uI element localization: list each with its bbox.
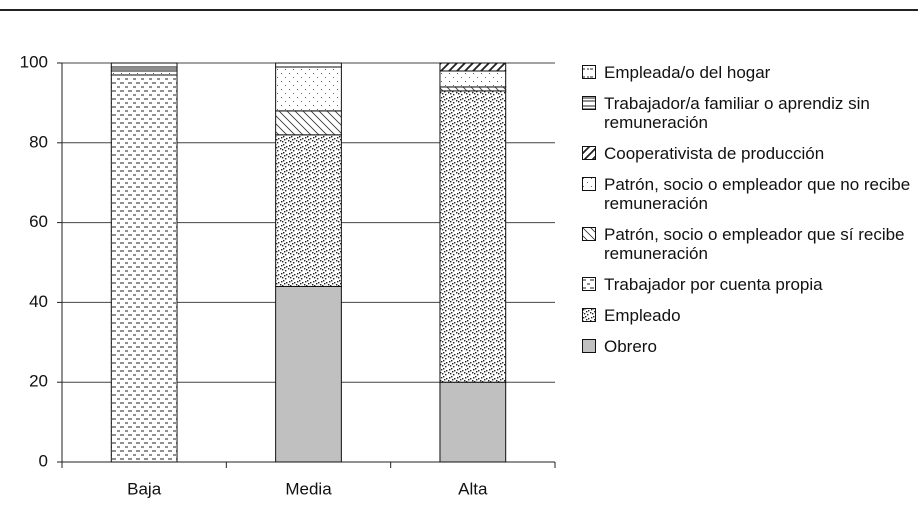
legend: Empleada/o del hogar Trabajador/a familia… bbox=[582, 63, 916, 368]
legend-item: Empleado bbox=[582, 306, 916, 325]
bar-segment bbox=[439, 70, 507, 88]
legend-swatch bbox=[582, 146, 596, 160]
legend-label: Trabajador por cuenta propia bbox=[604, 275, 823, 294]
y-tick-label: 100 bbox=[20, 52, 48, 71]
legend-swatch bbox=[582, 227, 596, 241]
bar-segment bbox=[275, 285, 342, 463]
bar-segment bbox=[439, 381, 507, 463]
bar-segment bbox=[439, 62, 507, 72]
y-tick-label: 80 bbox=[29, 132, 48, 151]
legend-swatch-box bbox=[582, 308, 596, 322]
legend-swatch-box bbox=[582, 277, 596, 291]
legend-item: Patrón, socio o empleador que no recibe … bbox=[582, 175, 916, 213]
legend-swatch-box bbox=[582, 65, 596, 79]
legend-swatch-box bbox=[582, 177, 596, 191]
legend-label: Trabajador/a familiar o aprendiz sin rem… bbox=[604, 94, 870, 132]
legend-label: Obrero bbox=[604, 337, 657, 356]
legend-swatch-box bbox=[582, 146, 596, 160]
bar-segment bbox=[275, 66, 342, 112]
legend-swatch bbox=[582, 277, 596, 291]
legend-item: Trabajador/a familiar o aprendiz sin rem… bbox=[582, 94, 916, 132]
legend-swatch bbox=[582, 339, 596, 353]
bar-segment bbox=[110, 70, 178, 76]
legend-label: Patrón, socio o empleador que no recibe … bbox=[604, 175, 911, 213]
bar-segment bbox=[275, 62, 342, 68]
bar-segment bbox=[110, 62, 178, 68]
bar-segment bbox=[439, 86, 507, 92]
y-tick-label: 0 bbox=[39, 451, 48, 470]
legend-item: Trabajador por cuenta propia bbox=[582, 275, 916, 294]
y-tick-label: 20 bbox=[29, 372, 48, 391]
legend-swatch bbox=[582, 308, 596, 322]
legend-label: Cooperativista de producción bbox=[604, 144, 825, 163]
legend-item: Obrero bbox=[582, 337, 916, 356]
x-tick-label: Alta bbox=[458, 479, 488, 498]
legend-item: Empleada/o del hogar bbox=[582, 63, 916, 82]
x-tick-label: Media bbox=[285, 479, 332, 498]
legend-label: Empleado bbox=[604, 306, 681, 325]
legend-item: Patrón, socio o empleador que sí recibe … bbox=[582, 225, 916, 263]
y-tick-label: 40 bbox=[29, 292, 48, 311]
legend-swatch-box bbox=[582, 96, 596, 110]
legend-swatch bbox=[582, 96, 596, 110]
legend-swatch-box bbox=[582, 339, 596, 353]
legend-swatch bbox=[582, 65, 596, 79]
legend-label: Patrón, socio o empleador que sí recibe … bbox=[604, 225, 905, 263]
x-tick-label: Baja bbox=[127, 479, 162, 498]
legend-label: Empleada/o del hogar bbox=[604, 63, 771, 82]
y-tick-label: 60 bbox=[29, 212, 48, 231]
bar-segment bbox=[110, 66, 178, 72]
bar-segment bbox=[439, 90, 507, 383]
bar-segment bbox=[275, 134, 342, 287]
bar-segment bbox=[110, 74, 178, 463]
legend-item: Cooperativista de producción bbox=[582, 144, 916, 163]
legend-swatch bbox=[582, 177, 596, 191]
bar-segment bbox=[275, 110, 342, 136]
legend-swatch-box bbox=[582, 227, 596, 241]
